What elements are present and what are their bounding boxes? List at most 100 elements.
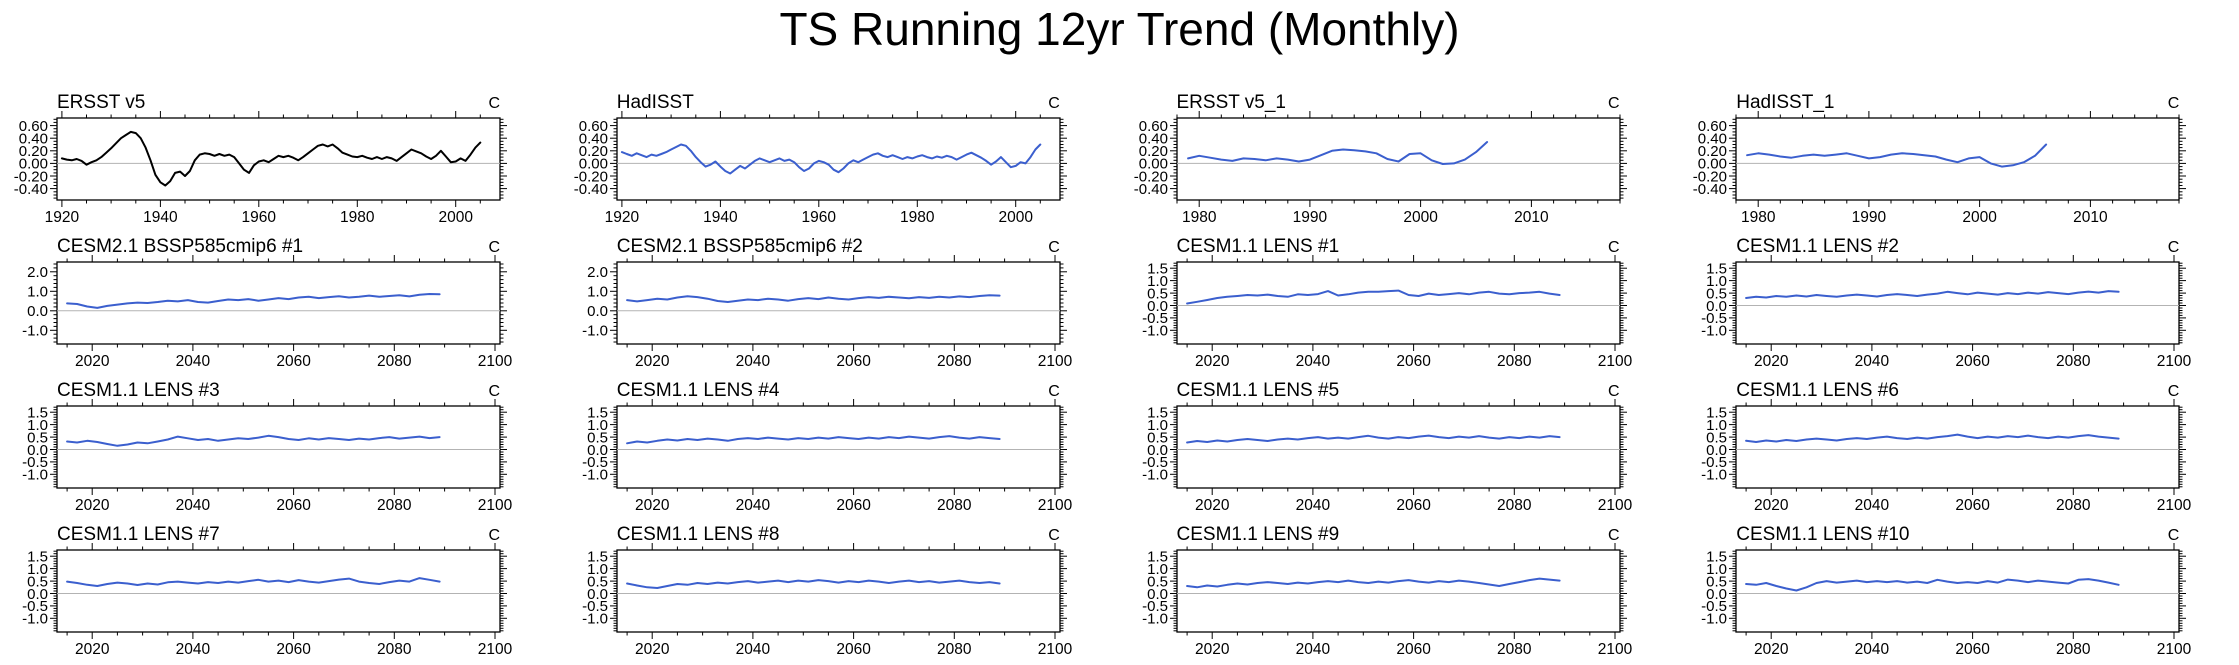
panel-header: CESM1.1 LENS #9 C [1177,524,1620,546]
panel-plot: 1.51.00.50.0-0.5-1.0 2020 2040 2060 2080 2100 [1142,399,1632,514]
x-tick-label: 1940 [143,209,178,226]
chart-panel: CESM2.1 BSSP585cmip6 #1 C 2.0 1.0 0.0 -1.0 202… [0,224,560,376]
y-tick-label: 0.5 [27,429,48,446]
y-tick-label: -1.0 [1701,467,1727,484]
y-tick-label: 0.40 [1698,130,1727,147]
panel-header: HadISST C [617,92,1060,114]
chart-panel: CESM1.1 LENS #4 C 1.5 1.0 0.5 0.0 -0.5 -1.0 2020… [560,368,1120,520]
y-tick-label: 0.5 [1147,573,1168,590]
panel-title: CESM1.1 LENS #7 [57,524,220,545]
y-tick-label: -0.40 [1693,181,1727,198]
x-tick-label: 2060 [836,353,871,370]
unit-label: C [488,527,500,544]
y-tick-label: -0.20 [1693,168,1727,185]
y-tick-label: 0.00 [579,156,608,173]
y-tick-label: -0.5 [1142,454,1168,471]
x-tick-label: 2020 [75,353,110,370]
x-tick-label: 2010 [1514,209,1549,226]
unit-label: C [488,239,500,256]
x-tick-label: 2080 [2056,497,2091,514]
trend-line [625,294,1001,303]
y-tick-label: 0.0 [27,586,48,603]
x-tick-label: 2080 [377,353,412,370]
y-tick-label: 0.20 [19,143,48,160]
x-tick-label: 1980 [1741,209,1776,226]
y-tick-label: -1.0 [1142,611,1168,628]
x-tick-label: 2040 [735,641,770,658]
y-tick-label: -1.0 [582,467,608,484]
trend-line [625,579,1001,589]
panel-header: CESM1.1 LENS #7 C [57,524,500,546]
x-tick-label: 2020 [75,641,110,658]
x-tick-label: 2080 [937,641,972,658]
unit-label: C [2167,527,2180,544]
panel-plot: 1.51.00.50.0-0.5-1.0 2020 2040 2060 2080 2100 [1142,543,1632,658]
panel-header: HadISST_1 C [1736,92,2179,114]
panel-title: CESM1.1 LENS #4 [616,380,780,401]
y-tick-label: 0.0 [587,442,608,459]
y-tick-label: 0.0 [1706,298,1727,315]
y-tick-label: 0.20 [1138,143,1167,160]
x-tick-label: 2000 [998,209,1033,226]
x-tick-label: 2040 [735,353,770,370]
y-tick-label: 1.5 [1147,548,1168,565]
panel-plot: 1.51.00.50.0-0.5-1.0 2020 2040 2060 2080 2100 [1701,255,2192,370]
x-tick-label: 2100 [1038,497,1073,514]
y-tick-label: 1.5 [1706,404,1727,421]
y-tick-label: -0.40 [574,181,608,198]
unit-label: C [488,95,500,112]
y-tick-label: 0.5 [27,573,48,590]
unit-label: C [2167,239,2180,256]
chart-panel: CESM1.1 LENS #6 C 1.5 1.0 0.5 0.0 -0.5 -1.0 2020… [1679,368,2239,520]
panel-title: CESM1.1 LENS #1 [1176,236,1340,257]
x-tick-label: 1980 [340,209,375,226]
x-tick-label: 2080 [1497,353,1532,370]
chart-panel: CESM2.1 BSSP585cmip6 #2 C 2.0 1.0 0.0 -1.0 202… [560,224,1120,376]
x-tick-label: 2040 [176,641,211,658]
y-tick-label: -1.0 [582,611,608,628]
x-tick-label: 2060 [1956,641,1991,658]
x-tick-label: 2080 [1497,641,1532,658]
unit-label: C [1607,95,1620,112]
x-tick-label: 2060 [276,641,311,658]
y-tick-label: 0.0 [1706,586,1727,603]
unit-label: C [1048,383,1060,400]
panel-plot: 0.600.400.200.00-0.20-0.40 1980 1990 2000 20… [1133,111,1627,226]
axis-box [1735,405,2180,489]
y-tick-label: -0.5 [1701,310,1727,327]
y-tick-label: 1.0 [587,417,608,434]
trend-line [1185,434,1561,444]
y-tick-label: 1.5 [587,548,608,565]
y-tick-label: 1.0 [1706,561,1727,578]
y-tick-label: 1.0 [27,417,48,434]
axis-box [1175,261,1621,345]
x-tick-label: 2100 [1597,641,1632,658]
y-tick-label: 0.20 [579,143,608,160]
unit-label: C [488,383,500,400]
y-tick-label: 0.5 [587,573,608,590]
axis-box [616,117,1061,201]
x-tick-label: 2080 [937,353,972,370]
y-tick-label: -1.0 [1142,467,1168,484]
y-tick-label: 0.0 [587,303,608,320]
panel-plot: 1.51.00.50.0-0.5-1.0 2020 2040 2060 2080 2100 [582,543,1073,658]
x-tick-label: 2100 [478,353,513,370]
x-tick-label: 2040 [176,497,211,514]
x-tick-label: 2040 [1855,497,1890,514]
y-tick-label: 1.5 [587,404,608,421]
y-tick-label: 0.0 [587,586,608,603]
y-tick-label: 0.40 [19,130,48,147]
page-title: TS Running 12yr Trend (Monthly) [779,3,1460,55]
y-tick-label: 1.0 [1147,417,1168,434]
y-tick-label: -0.5 [582,598,608,615]
x-tick-label: 2100 [2157,353,2192,370]
x-tick-label: 2000 [1963,209,1998,226]
trend-line [66,293,441,309]
y-tick-label: -1.0 [22,467,48,484]
unit-label: C [2167,383,2180,400]
x-tick-label: 2100 [1038,641,1073,658]
chart-panel: CESM1.1 LENS #9 C 1.5 1.0 0.5 0.0 -0.5 -1.0 2020… [1120,512,1680,664]
x-tick-label: 2060 [1956,497,1991,514]
x-tick-label: 2020 [1754,641,1789,658]
x-tick-label: 2100 [478,641,513,658]
